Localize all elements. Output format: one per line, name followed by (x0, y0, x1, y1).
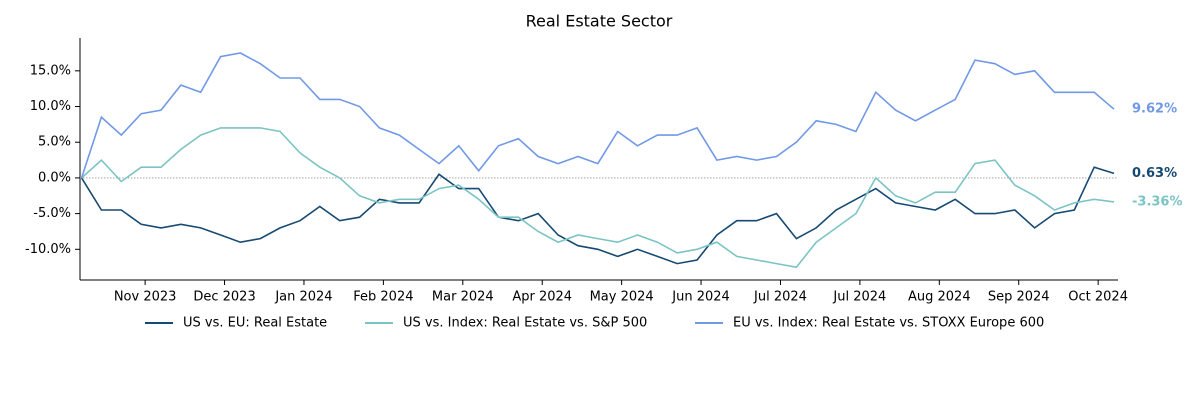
x-tick-label: Jul 2024 (753, 290, 807, 305)
y-tick-label: -5.0% (33, 206, 71, 221)
y-tick-label: 15.0% (30, 63, 71, 78)
x-tick-label: Oct 2024 (1068, 290, 1128, 305)
x-tick-label: Apr 2024 (512, 290, 572, 305)
series-line (80, 166, 1115, 265)
x-tick-label: Jul 2024 (832, 290, 886, 305)
x-tick-label: Feb 2024 (353, 290, 413, 305)
legend-label: EU vs. Index: Real Estate vs. STOXX Euro… (733, 316, 1044, 331)
x-tick-label: Jan 2024 (274, 290, 332, 305)
x-tick-label: May 2024 (590, 290, 654, 305)
y-tick-label: 5.0% (38, 135, 71, 150)
legend-label: US vs. EU: Real Estate (183, 316, 327, 331)
x-tick-label: Dec 2023 (193, 290, 255, 305)
x-tick-label: Sep 2024 (988, 290, 1050, 305)
x-tick-label: Nov 2023 (114, 290, 177, 305)
series-line (80, 52, 1115, 179)
end-label: -3.36% (1132, 194, 1183, 209)
y-tick-label: -10.0% (25, 242, 71, 257)
legend-label: US vs. Index: Real Estate vs. S&P 500 (403, 316, 647, 331)
x-tick-label: Mar 2024 (432, 290, 494, 305)
y-tick-label: 0.0% (38, 170, 71, 185)
x-tick-label: Aug 2024 (908, 290, 971, 305)
chart-title: Real Estate Sector (526, 12, 673, 31)
series-line (81, 127, 1115, 269)
y-tick-label: 10.0% (30, 99, 71, 114)
end-label: 9.62% (1132, 102, 1177, 117)
end-label: 0.63% (1132, 166, 1177, 181)
x-tick-label: Jun 2024 (671, 290, 730, 305)
